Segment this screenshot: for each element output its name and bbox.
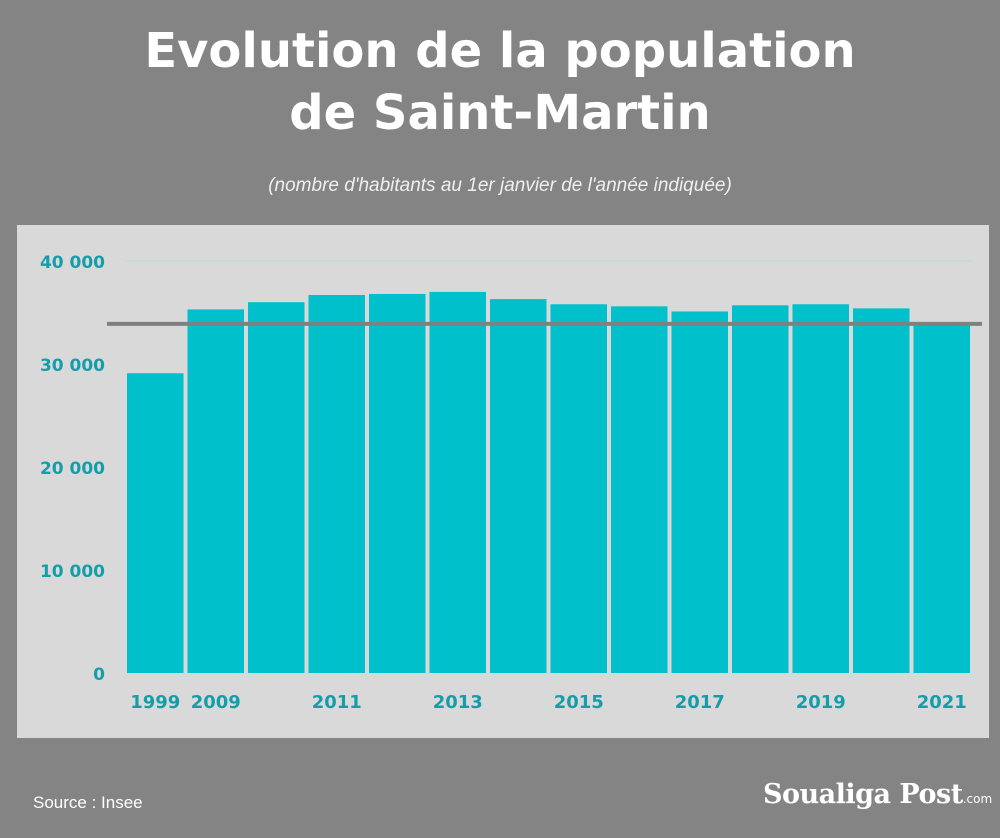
chart-subtitle: (nombre d'habitants au 1er janvier de l'… xyxy=(268,175,732,196)
chart-title: Evolution de la population de Saint-Mart… xyxy=(0,20,1000,144)
bar-2017 xyxy=(671,311,728,673)
logo-suffix: .com xyxy=(962,792,993,806)
bar-2016 xyxy=(611,306,668,673)
bar-1999 xyxy=(127,373,184,673)
publisher-logo: Soualiga Post.com xyxy=(763,779,992,810)
y-tick-label: 40 000 xyxy=(40,253,105,273)
x-tick-label: 2019 xyxy=(796,692,846,713)
bar-2019 xyxy=(792,304,849,673)
bar-2015 xyxy=(550,304,607,673)
chart-title-line-2: de Saint-Martin xyxy=(289,85,711,141)
x-tick-label: 2011 xyxy=(312,692,362,713)
y-tick-label: 20 000 xyxy=(40,459,105,479)
x-tick-label: 2021 xyxy=(917,692,967,713)
bar-2018 xyxy=(732,305,789,673)
x-tick-label: 2013 xyxy=(433,692,483,713)
bar-2012 xyxy=(369,293,426,673)
bar-2020 xyxy=(853,308,910,673)
bar-2009 xyxy=(187,309,244,673)
bar-2010 xyxy=(248,302,305,673)
x-tick-label: 2009 xyxy=(191,692,241,713)
logo-name: Soualiga Post xyxy=(763,779,963,810)
bar-2011 xyxy=(308,294,365,673)
chart-panel: 0 10 000 20 000 30 000 40 000 1999 2009 2011 201… xyxy=(17,225,989,738)
source-note: Source : Insee xyxy=(33,793,143,812)
chart-title-line-1: Evolution de la population xyxy=(144,23,856,79)
y-tick-label: 10 000 xyxy=(40,562,105,582)
bar-2013 xyxy=(429,291,486,673)
bar-chart: 0 10 000 20 000 30 000 40 000 1999 2009 2011 201… xyxy=(40,253,982,713)
bar-2014 xyxy=(490,299,547,673)
y-tick-label: 30 000 xyxy=(40,356,105,376)
x-tick-label: 1999 xyxy=(130,692,180,713)
bar-2021 xyxy=(913,323,970,673)
x-tick-label: 2017 xyxy=(675,692,725,713)
y-tick-label: 0 xyxy=(93,665,105,685)
x-tick-label: 2015 xyxy=(554,692,604,713)
